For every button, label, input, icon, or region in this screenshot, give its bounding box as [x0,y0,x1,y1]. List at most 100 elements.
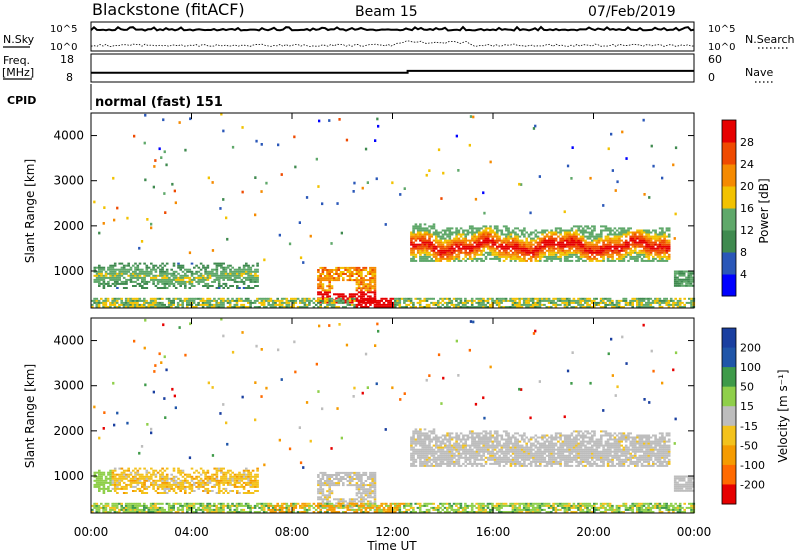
power-cell [423,251,427,254]
power-cell [236,274,239,277]
power-cell [507,233,510,236]
power-cell [477,243,481,246]
power-cell [116,287,119,289]
velocity-cell [423,460,427,463]
power-cell [122,276,126,279]
power-cell [423,297,426,300]
power-cell [217,282,221,285]
velocity-cell [355,476,359,478]
velocity-cell [360,486,363,489]
power-cell [228,303,232,306]
power-cell [529,243,533,246]
power-cell [242,266,246,269]
power-cell [441,255,445,258]
power-cell [432,259,436,262]
power-cell [647,297,650,300]
power-cell [502,297,506,300]
velocity-cell [357,486,361,489]
range-tick-label: 2000 [53,219,84,233]
power-cell [425,229,429,232]
velocity-cell [186,481,189,484]
power-cell [141,276,144,279]
power-cell [455,303,458,306]
velocity-cell [369,478,372,480]
power-cell [593,243,596,246]
velocity-cell [371,478,374,480]
power-cell [509,231,513,234]
power-cell [165,272,169,275]
power-cell [418,299,422,302]
velocity-cell [421,442,424,445]
power-cell [369,297,372,300]
power-cell [197,280,201,283]
power-cell [434,301,438,304]
velocity-cell [342,500,345,503]
velocity-cell [102,481,106,484]
power-cell [444,241,447,244]
velocity-cell [163,487,167,490]
power-cell [509,233,513,236]
velocity-cell [154,490,158,492]
velocity-cell [348,500,352,503]
velocity-cell [453,460,456,463]
power-cell [170,280,173,283]
power-cell [597,239,601,242]
velocity-cell [450,454,454,457]
power-cell [242,264,246,267]
power-cell [373,291,377,294]
power-cell [615,251,619,254]
power-cell [355,293,359,296]
velocity-cell [419,458,422,461]
power-cell [337,293,341,296]
velocity-cell [444,454,447,457]
power-cell [323,275,327,277]
power-cell [532,127,536,130]
power-cell [321,293,325,296]
power-cell [441,253,445,256]
power-cell [634,249,637,252]
power-cell [409,299,413,302]
velocity-cell [362,492,365,495]
velocity-cell [109,473,112,476]
velocity-cell [152,487,155,490]
power-cell [475,251,479,254]
power-cell [457,229,461,232]
power-cell [226,278,230,281]
power-cell [333,303,336,306]
power-colorbar-segment [722,186,736,209]
velocity-cell [213,479,216,482]
power-cell [111,282,115,285]
power-cell [342,293,345,296]
power-cell [591,231,594,234]
power-cell [584,239,587,242]
power-cell [113,268,117,271]
power-cell [147,272,151,275]
power-cell [222,268,225,271]
velocity-cell [236,473,239,476]
power-cell [464,235,467,238]
velocity-cell [226,469,230,472]
power-cell [389,306,393,308]
velocity-cell [373,492,377,495]
velocity-cell [439,436,443,439]
velocity-cell [351,471,354,474]
power-cell [369,283,372,286]
power-cell [441,233,445,236]
power-cell [98,270,101,273]
power-cell [152,276,155,279]
power-cell [548,249,551,252]
velocity-cell [421,456,424,459]
velocity-cell [353,484,356,487]
power-cell [355,303,359,306]
power-cell [491,249,495,252]
power-cell [111,270,115,273]
power-cell [658,237,662,240]
velocity-cell [462,452,465,455]
power-cell [258,306,261,308]
velocity-cell [419,464,422,467]
velocity-cell [423,436,427,439]
velocity-cell [129,481,133,484]
power-cell [412,245,415,248]
velocity-cell [432,452,436,455]
power-cell [360,277,363,280]
